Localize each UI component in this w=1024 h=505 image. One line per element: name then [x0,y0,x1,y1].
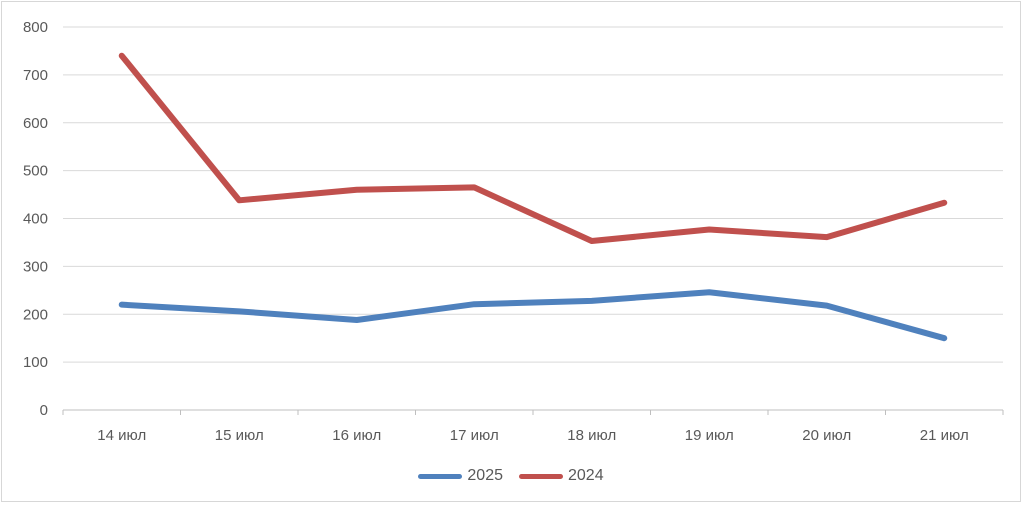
y-axis-tick-label: 0 [40,402,48,419]
y-axis-tick-label: 600 [23,115,48,132]
series-line-2025[interactable] [118,289,948,342]
x-axis-tick-label: 19 июл [685,427,734,444]
x-axis-tick-label: 15 июл [215,427,264,444]
x-axis-tick-label: 21 июл [920,427,969,444]
legend-item-2024[interactable]: 2024 [519,468,604,484]
legend-swatch-2025-icon [418,473,463,479]
x-axis-tick-label: 16 июл [332,427,381,444]
y-axis-tick-label: 300 [23,258,48,275]
y-axis-tick-label: 800 [23,19,48,36]
x-axis-tick-label: 17 июл [450,427,499,444]
x-axis-tick-label: 14 июл [97,427,146,444]
legend-label-2024: 2024 [568,467,604,484]
y-axis-tick-label: 500 [23,163,48,180]
x-axis-tick-label: 20 июл [802,427,851,444]
y-axis-tick-label: 200 [23,306,48,323]
y-axis-tick-label: 400 [23,211,48,228]
y-axis-tick-label: 100 [23,354,48,371]
chart-legend: 2025 2024 [2,466,1020,486]
y-axis-tick-label: 700 [23,67,48,84]
legend-item-2025[interactable]: 2025 [418,468,503,484]
legend-label-2025: 2025 [467,467,503,484]
x-axis-tick-label: 18 июл [567,427,616,444]
series-line-2024[interactable] [118,52,948,245]
legend-swatch-2024-icon [519,473,563,479]
